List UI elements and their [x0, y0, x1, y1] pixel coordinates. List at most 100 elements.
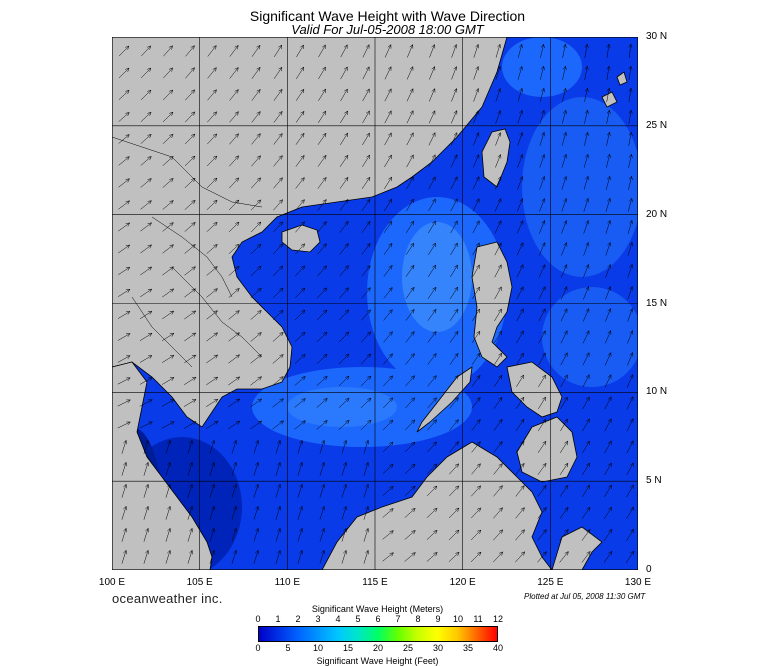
wave-direction-arrow	[206, 310, 218, 320]
wave-direction-arrow	[338, 353, 350, 365]
wave-direction-arrow	[253, 461, 259, 476]
wave-direction-arrow	[606, 87, 611, 102]
wave-direction-arrow	[560, 374, 568, 388]
wave-direction-arrow	[165, 461, 171, 476]
wave-direction-arrow	[450, 176, 458, 190]
wave-direction-arrow	[627, 219, 633, 234]
wave-direction-arrow	[404, 485, 416, 496]
longitude-label: 115 E	[362, 577, 388, 588]
wave-direction-arrow	[494, 286, 502, 300]
wave-direction-arrow	[537, 418, 547, 432]
wave-direction-arrow	[251, 44, 261, 57]
wave-direction-arrow	[451, 87, 458, 102]
wave-direction-arrow	[406, 66, 414, 80]
wave-direction-arrow	[253, 527, 259, 542]
wave-direction-arrow	[317, 199, 327, 211]
wave-direction-arrow	[184, 266, 196, 276]
wave-direction-arrow	[427, 441, 438, 453]
wave-direction-arrow	[206, 376, 219, 386]
wave-direction-arrow	[384, 132, 392, 146]
wave-direction-arrow	[297, 439, 303, 454]
wave-direction-arrow	[628, 87, 633, 102]
wave-direction-arrow	[295, 221, 305, 233]
wave-direction-arrow	[561, 153, 567, 168]
wave-direction-arrow	[517, 131, 524, 146]
wave-direction-arrow	[187, 527, 193, 542]
land-masses	[112, 37, 628, 570]
wave-direction-arrow	[139, 421, 153, 429]
wave-direction-arrow	[451, 43, 458, 58]
wave-direction-arrow	[471, 419, 481, 431]
wave-direction-arrow	[538, 286, 546, 300]
wave-direction-arrow	[118, 222, 131, 232]
wave-direction-arrow	[606, 109, 611, 124]
wave-direction-arrow	[362, 66, 370, 80]
wave-direction-arrow	[163, 45, 173, 57]
wave-direction-arrow	[253, 439, 259, 454]
wave-direction-arrow	[626, 528, 634, 542]
wave-direction-arrow	[405, 353, 415, 365]
wave-direction-arrow	[207, 89, 217, 101]
wave-direction-arrow	[319, 461, 325, 476]
wave-direction-arrow	[627, 329, 634, 344]
wave-direction-arrow	[537, 529, 547, 541]
wave-direction-arrow	[228, 420, 241, 430]
wave-direction-arrow	[184, 177, 196, 188]
wave-direction-arrow	[472, 308, 480, 322]
wave-direction-arrow	[316, 375, 328, 386]
wave-direction-arrow	[338, 375, 350, 387]
wave-direction-arrow	[143, 505, 149, 520]
wave-direction-arrow	[626, 418, 634, 432]
wave-direction-arrow	[604, 330, 612, 344]
wave-direction-arrow	[584, 109, 589, 124]
wave-direction-arrow	[163, 67, 174, 79]
wave-direction-arrow	[251, 177, 262, 189]
wave-direction-arrow	[429, 43, 436, 58]
wave-direction-arrow	[515, 485, 525, 497]
wave-direction-arrow	[117, 333, 131, 341]
wave-direction-arrow	[538, 374, 546, 388]
wave-direction-arrow	[582, 352, 590, 366]
wave-direction-arrow	[626, 462, 634, 476]
wave-direction-arrow	[604, 484, 613, 498]
wave-direction-arrow	[628, 175, 633, 190]
wave-direction-arrow	[384, 176, 393, 190]
wave-direction-arrow	[272, 265, 284, 277]
wave-direction-arrow	[250, 243, 262, 255]
wave-direction-arrow	[229, 89, 239, 101]
wave-direction-arrow	[209, 483, 215, 498]
wave-direction-arrow	[363, 461, 369, 476]
wave-direction-arrow	[118, 244, 131, 254]
wave-direction-arrow	[559, 462, 569, 475]
wave-direction-arrow	[583, 175, 589, 190]
wave-direction-arrow	[339, 198, 349, 211]
latitude-label: 5 N	[646, 475, 662, 487]
wave-direction-arrow	[272, 354, 284, 364]
wave-direction-arrow	[383, 397, 394, 409]
wave-direction-arrow	[426, 552, 438, 562]
wave-direction-arrow	[161, 399, 175, 407]
wave-direction-arrow	[362, 154, 370, 168]
wave-direction-arrow	[471, 396, 481, 409]
wave-direction-arrow	[515, 418, 525, 431]
wave-direction-arrow	[341, 527, 347, 542]
latitude-label: 25 N	[646, 119, 668, 131]
wave-direction-arrow	[605, 307, 612, 322]
wave-direction-arrow	[605, 241, 611, 256]
wave-direction-arrow	[139, 355, 153, 363]
wave-direction-arrow	[361, 265, 371, 277]
wave-direction-arrow	[495, 43, 501, 58]
wave-direction-arrow	[493, 441, 503, 453]
wave-direction-arrow	[427, 419, 437, 431]
wave-direction-arrow	[406, 88, 414, 102]
wave-direction-arrow	[428, 220, 436, 234]
wave-direction-arrow	[428, 132, 436, 146]
wave-direction-arrow	[118, 67, 130, 79]
longitude-label: 110 E	[274, 577, 301, 588]
wave-direction-arrow	[228, 354, 241, 364]
wave-direction-arrow	[295, 177, 305, 189]
colorbar-tick-meters: 3	[315, 614, 321, 624]
wave-direction-arrow	[471, 507, 482, 519]
wave-direction-arrow	[472, 264, 480, 278]
wave-direction-arrow	[339, 309, 350, 321]
